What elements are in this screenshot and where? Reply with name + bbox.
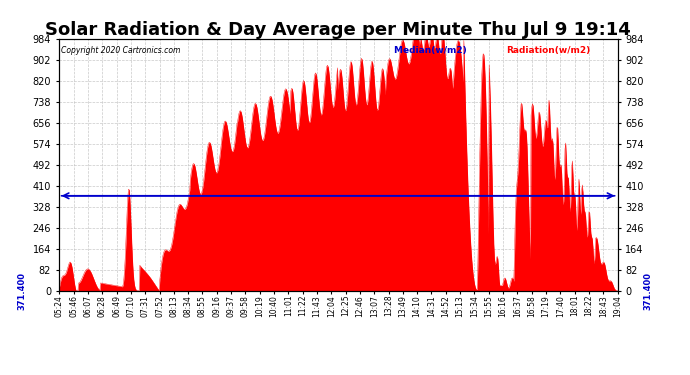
Text: Radiation(w/m2): Radiation(w/m2) xyxy=(506,46,590,55)
Text: 371.400: 371.400 xyxy=(644,272,653,309)
Title: Solar Radiation & Day Average per Minute Thu Jul 9 19:14: Solar Radiation & Day Average per Minute… xyxy=(46,21,631,39)
Text: Copyright 2020 Cartronics.com: Copyright 2020 Cartronics.com xyxy=(61,46,181,55)
Text: Median(w/m2): Median(w/m2) xyxy=(394,46,473,55)
Text: 371.400: 371.400 xyxy=(18,272,27,309)
